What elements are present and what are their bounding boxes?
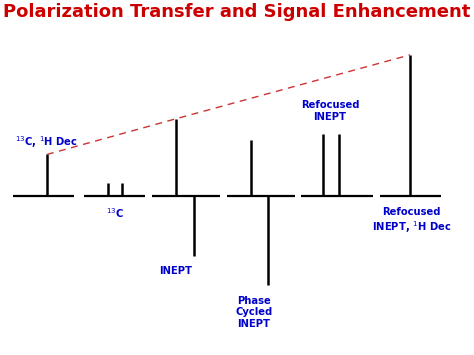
- Text: Refocused
INEPT, $^{1}$H Dec: Refocused INEPT, $^{1}$H Dec: [372, 207, 451, 235]
- Title: Polarization Transfer and Signal Enhancement: Polarization Transfer and Signal Enhance…: [3, 3, 471, 21]
- Text: INEPT: INEPT: [159, 266, 192, 276]
- Text: Phase
Cycled
INEPT: Phase Cycled INEPT: [236, 296, 273, 329]
- Text: $^{13}$C: $^{13}$C: [106, 207, 124, 220]
- Text: $^{13}$C, $^{1}$H Dec: $^{13}$C, $^{1}$H Dec: [15, 134, 78, 150]
- Text: Refocused
INEPT: Refocused INEPT: [301, 100, 359, 122]
